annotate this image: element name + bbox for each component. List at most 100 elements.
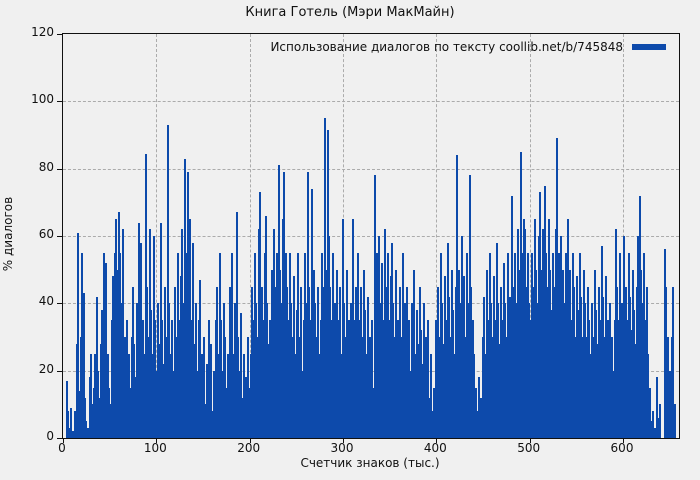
bar xyxy=(542,229,545,438)
bar xyxy=(507,252,510,438)
bar xyxy=(157,303,160,438)
bar xyxy=(524,229,526,438)
bar xyxy=(300,286,302,438)
bar xyxy=(647,353,650,438)
bar xyxy=(453,353,456,438)
bar xyxy=(358,320,361,438)
x-tick-mark xyxy=(249,438,251,443)
x-tick-label: 400 xyxy=(423,441,447,455)
bar xyxy=(638,195,641,438)
bar xyxy=(571,252,574,438)
bar xyxy=(143,353,146,438)
bar xyxy=(349,370,351,438)
bar xyxy=(546,286,549,438)
bar xyxy=(535,269,538,438)
bar xyxy=(519,151,522,438)
bar xyxy=(326,129,329,438)
x-tick-mark xyxy=(156,438,158,443)
bar xyxy=(568,269,571,438)
bar xyxy=(353,320,356,438)
bar xyxy=(158,343,161,438)
bar xyxy=(445,320,448,438)
bar xyxy=(78,390,81,438)
bar xyxy=(378,236,381,438)
x-tick-label: 500 xyxy=(517,441,541,455)
bar xyxy=(239,313,242,438)
bar xyxy=(102,252,105,438)
bar xyxy=(122,229,125,438)
x-tick-mark xyxy=(343,438,344,443)
bar xyxy=(622,337,624,438)
bar xyxy=(227,353,230,438)
bar xyxy=(631,269,634,438)
bar xyxy=(288,252,291,438)
bar xyxy=(202,387,204,438)
bar xyxy=(505,337,508,438)
bar xyxy=(400,337,403,438)
bar xyxy=(447,296,450,438)
bar xyxy=(480,397,483,438)
bar xyxy=(482,337,484,438)
bar xyxy=(260,286,263,438)
bar xyxy=(664,249,666,438)
bar xyxy=(183,158,186,438)
bar xyxy=(111,320,113,438)
bar xyxy=(99,343,102,438)
bar xyxy=(230,320,232,438)
bar xyxy=(241,397,244,438)
bar xyxy=(602,296,605,438)
bar xyxy=(554,229,557,438)
bar xyxy=(76,232,79,438)
bar xyxy=(316,286,319,438)
y-tick-mark xyxy=(57,303,63,305)
bar xyxy=(461,320,464,438)
bar xyxy=(293,276,295,438)
bar xyxy=(645,286,648,438)
y-tick-label: 60 xyxy=(38,227,54,241)
bar xyxy=(97,370,99,438)
bar xyxy=(308,286,311,438)
bar xyxy=(577,310,580,438)
bar xyxy=(337,320,340,438)
bar xyxy=(606,320,609,438)
bar xyxy=(413,269,416,438)
bar xyxy=(609,303,612,438)
bar xyxy=(141,320,144,438)
bar xyxy=(364,310,367,438)
bar xyxy=(651,411,654,438)
bar xyxy=(650,421,652,438)
bar xyxy=(637,236,640,438)
bar xyxy=(470,286,473,438)
bar xyxy=(273,229,276,438)
bar xyxy=(399,286,402,438)
bar xyxy=(498,343,501,438)
bar xyxy=(601,246,603,438)
bar xyxy=(435,320,438,438)
bar xyxy=(174,286,176,438)
bar xyxy=(154,320,157,438)
bar xyxy=(616,286,619,438)
bar xyxy=(596,343,599,438)
bar xyxy=(670,337,673,438)
bar xyxy=(561,269,564,438)
bar xyxy=(221,370,224,438)
bar xyxy=(476,411,479,438)
bar xyxy=(402,252,405,438)
y-tick-mark xyxy=(57,101,63,103)
x-tick-label: 100 xyxy=(143,441,167,455)
bar xyxy=(74,411,77,438)
bar xyxy=(363,269,365,438)
bar xyxy=(629,296,631,438)
bar xyxy=(582,269,585,438)
bar xyxy=(79,337,82,438)
bar xyxy=(371,320,374,438)
bar xyxy=(490,303,493,438)
bar xyxy=(440,303,443,438)
x-tick-mark xyxy=(63,438,64,443)
bar xyxy=(277,165,280,438)
bar xyxy=(442,343,445,438)
bar xyxy=(323,118,326,438)
bar xyxy=(160,222,162,438)
bar xyxy=(286,286,288,438)
bar xyxy=(314,303,316,438)
